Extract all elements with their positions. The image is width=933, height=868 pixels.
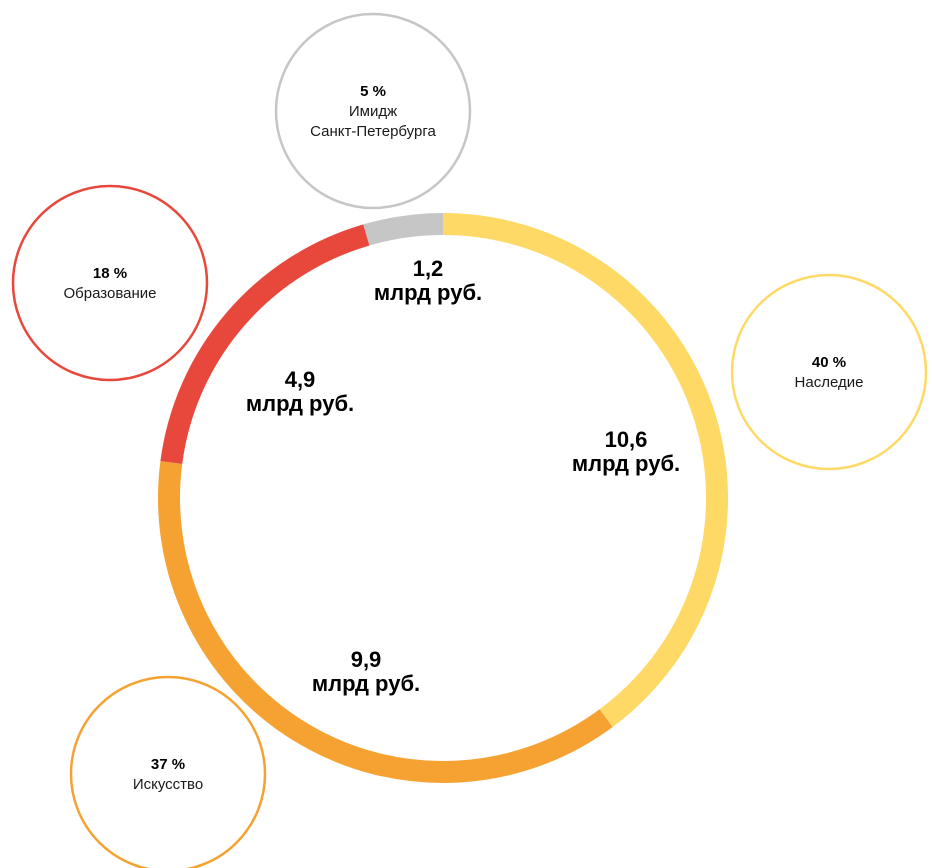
category-name-heritage: Наследие xyxy=(795,374,864,391)
bubble-circle-education xyxy=(11,184,209,382)
value-labels: 10,6 млрд руб. 9,9 млрд руб. 4,9 млрд руб. 1,2… xyxy=(246,256,680,696)
ring-segment-image xyxy=(363,213,444,246)
category-bubbles: 40 % Наследие 37 % Искусство 18 % Образование… xyxy=(11,12,928,868)
bubble-image: 5 % Имидж Санкт-Петербурга xyxy=(274,12,472,210)
bubble-education: 18 % Образование xyxy=(11,184,209,382)
ring-segment-heritage xyxy=(442,213,728,727)
value-label-image: 1,2 млрд руб. xyxy=(374,256,482,305)
category-name-education: Образование xyxy=(64,285,157,302)
bubble-circle-image xyxy=(274,12,472,210)
bubble-circle-heritage xyxy=(730,273,928,471)
value-label-heritage: 10,6 млрд руб. xyxy=(572,427,680,476)
share-label-image: 5 % xyxy=(360,83,386,100)
value-label-art: 9,9 млрд руб. xyxy=(312,647,420,696)
category-name-art: Искусство xyxy=(133,776,203,793)
value-label-education: 4,9 млрд руб. xyxy=(246,367,354,416)
ring-segment-art xyxy=(158,461,613,783)
ring-segment-education xyxy=(160,224,370,464)
bubble-heritage: 40 % Наследие xyxy=(730,273,928,471)
donut-ring xyxy=(158,213,728,783)
bubble-circle-art xyxy=(69,675,267,868)
share-label-art: 37 % xyxy=(151,756,185,773)
bubble-art: 37 % Искусство xyxy=(69,675,267,868)
share-label-heritage: 40 % xyxy=(812,354,846,371)
share-label-education: 18 % xyxy=(93,265,127,282)
category-name-image: Имидж Санкт-Петербурга xyxy=(310,103,436,140)
